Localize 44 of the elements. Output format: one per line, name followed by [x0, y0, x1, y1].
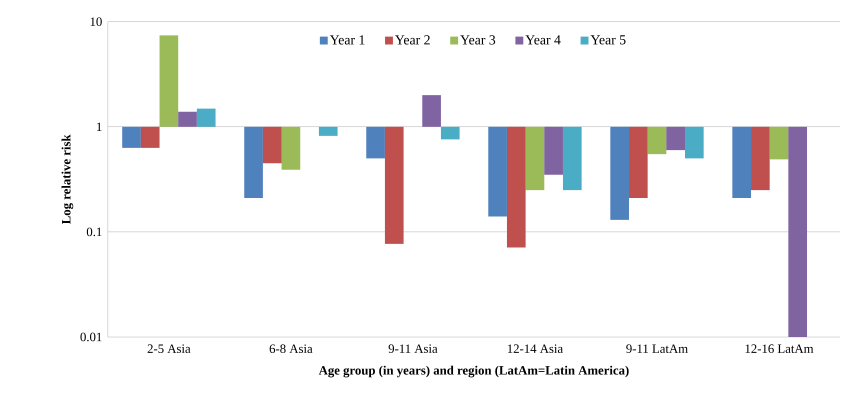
bar [526, 126, 544, 190]
legend-label: Year 1 [330, 35, 365, 45]
x-tick-label: 12-16 LatAm [746, 344, 814, 354]
bar [770, 126, 788, 160]
bar [318, 126, 338, 136]
x-tick-label: 6-8 Asia [270, 344, 313, 354]
bar [262, 126, 282, 164]
legend-label: Year 4 [525, 35, 561, 45]
legend-label: Year 3 [460, 35, 496, 45]
x-tick-label: 12-14 Asia [508, 344, 563, 354]
x-tick-label: 2-5 Asia [148, 344, 190, 354]
bar [610, 126, 629, 220]
y-axis-title: Log relative risk [62, 134, 74, 224]
bar [122, 126, 141, 148]
legend-label: Year 2 [395, 35, 430, 45]
bar [244, 126, 263, 198]
x-tick-label: 9-11 Asia [388, 344, 438, 354]
bar [178, 112, 197, 127]
legend-label: Year 5 [590, 35, 626, 45]
x-tick-label: 9-11 LatAm [626, 344, 688, 354]
bar [506, 126, 526, 248]
bar [648, 126, 666, 154]
bar [732, 126, 752, 198]
bar [666, 126, 685, 150]
bar [282, 126, 300, 170]
y-tick-label: 0.1 [86, 228, 102, 236]
bar [422, 95, 441, 127]
bar [384, 126, 404, 244]
bar [140, 126, 160, 148]
bar [751, 126, 770, 190]
bar [544, 126, 563, 175]
bar [562, 126, 582, 190]
bar [788, 126, 808, 338]
bar [160, 35, 178, 127]
bar [488, 126, 507, 217]
y-tick-label: 10 [90, 17, 102, 26]
bar [628, 126, 648, 198]
y-tick-label: 1 [97, 122, 102, 132]
y-tick-label: 0.01 [80, 332, 102, 342]
bar [366, 126, 385, 158]
bar [440, 126, 460, 140]
x-axis-title: Age group (in years) and region (LatAm=Latin America) [318, 366, 629, 378]
bar [196, 108, 216, 127]
bar [684, 126, 704, 158]
